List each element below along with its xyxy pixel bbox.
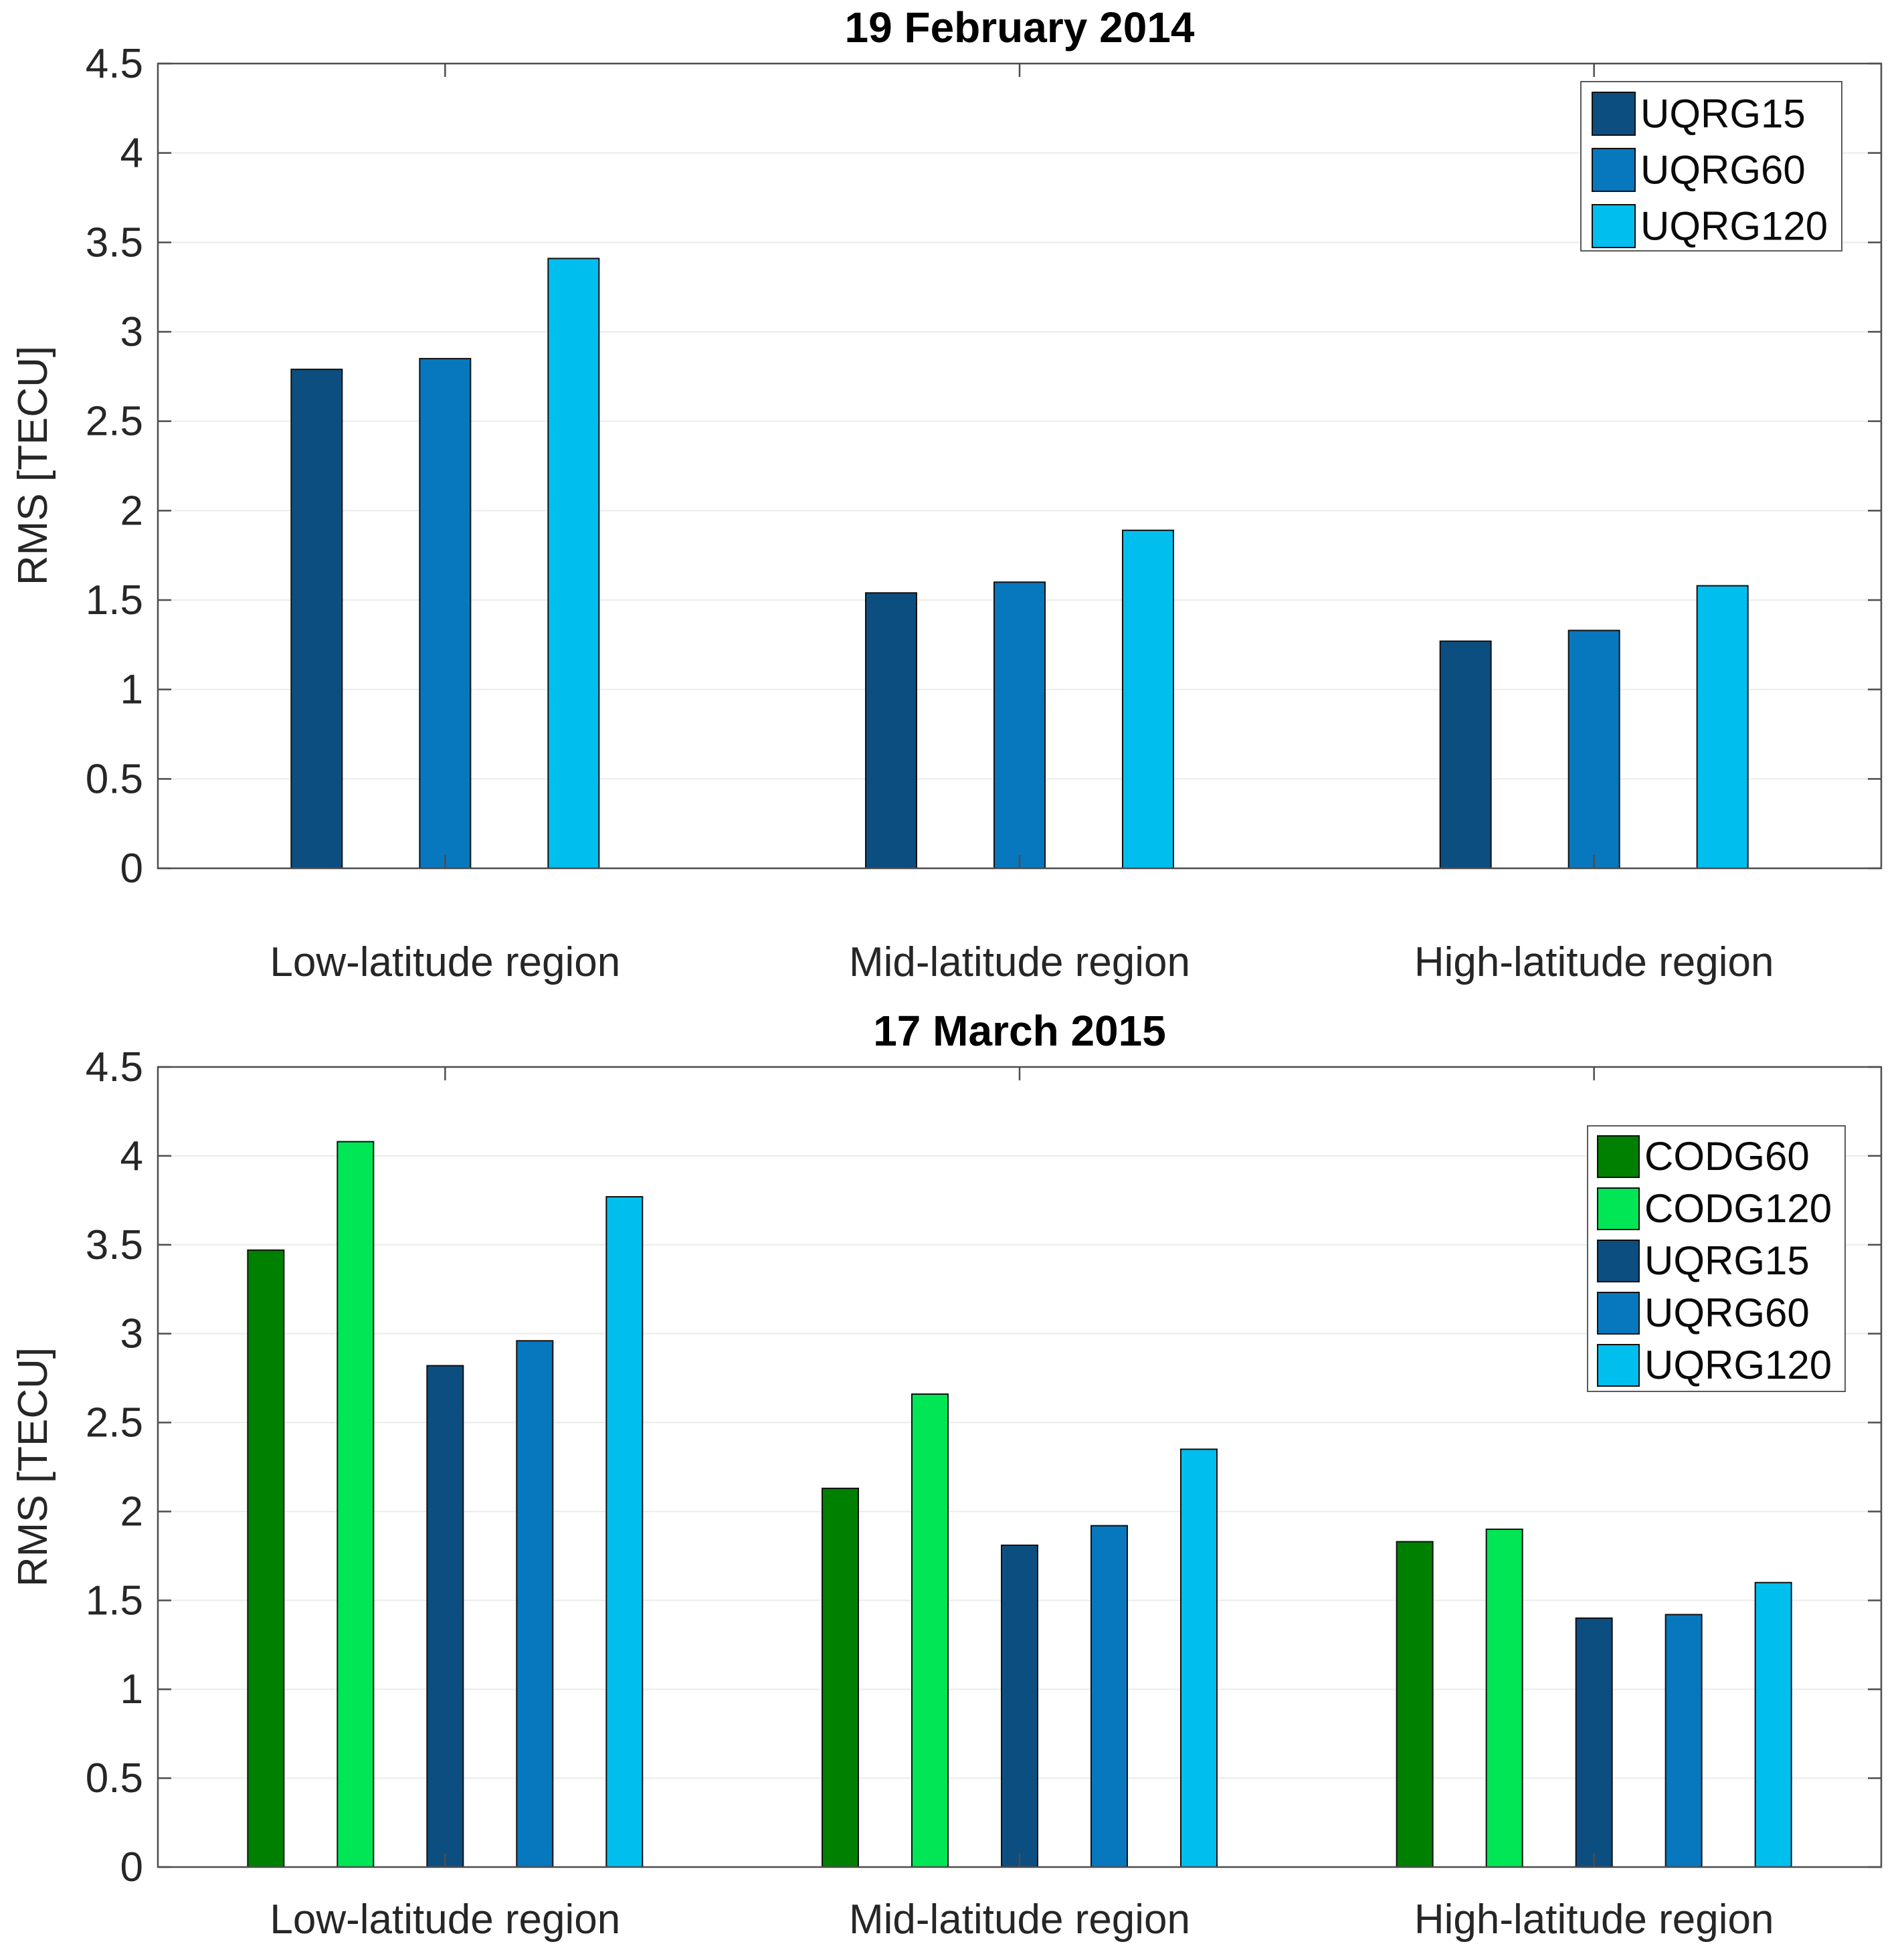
bar-UQRG120-2 <box>1180 1448 1218 1868</box>
bar-UQRG120-3 <box>1696 585 1749 869</box>
y-tick-label: 3 <box>120 1311 143 1357</box>
chart2-y-axis-label: RMS [TECU] <box>10 1347 56 1587</box>
bar-CODG60-3 <box>1396 1541 1434 1868</box>
chart2-title: 17 March 2015 <box>873 1007 1166 1055</box>
legend-swatch-UQRG60 <box>1597 1292 1640 1335</box>
legend-label-UQRG120: UQRG120 <box>1640 203 1828 248</box>
y-tick-label: 3.5 <box>86 1222 143 1268</box>
y-tick-label: 4 <box>120 1133 143 1179</box>
y-tick-label: 4 <box>120 130 143 177</box>
y-tick-label: 0 <box>120 846 143 892</box>
bar-UQRG15-3 <box>1575 1617 1613 1868</box>
bar-UQRG15-3 <box>1439 640 1492 870</box>
y-tick-label: 1.5 <box>86 1577 143 1624</box>
bar-UQRG60-2 <box>1090 1525 1128 1868</box>
bar-UQRG120-3 <box>1754 1581 1792 1868</box>
bar-UQRG120-1 <box>605 1196 644 1868</box>
bar-UQRG15-2 <box>865 592 917 869</box>
bar-UQRG120-1 <box>547 258 600 870</box>
y-tick-label: 2 <box>120 1488 143 1535</box>
y-tick-label: 3 <box>120 309 143 355</box>
y-tick-label: 0.5 <box>86 756 143 802</box>
legend-label-CODG60: CODG60 <box>1644 1134 1810 1179</box>
bar-UQRG120-2 <box>1122 529 1174 869</box>
bar-CODG120-3 <box>1485 1529 1523 1868</box>
legend-label-UQRG60: UQRG60 <box>1640 147 1806 192</box>
legend-swatch-UQRG60 <box>1592 148 1636 192</box>
y-tick-label: 1 <box>120 667 143 713</box>
legend-swatch-UQRG120 <box>1592 204 1636 248</box>
y-tick-label: 1.5 <box>86 577 143 623</box>
bar-UQRG60-1 <box>419 358 472 869</box>
category-label: Low-latitude region <box>270 1896 620 1943</box>
category-label: Mid-latitude region <box>849 1896 1190 1943</box>
bar-CODG60-1 <box>247 1249 285 1868</box>
y-tick-label: 2.5 <box>86 1400 143 1446</box>
y-tick-label: 2.5 <box>86 399 143 445</box>
y-tick-label: 2 <box>120 488 143 534</box>
bar-UQRG15-1 <box>426 1365 464 1868</box>
y-tick-label: 0 <box>120 1844 143 1890</box>
y-tick-label: 4.5 <box>86 41 143 87</box>
y-tick-label: 4.5 <box>86 1044 143 1090</box>
legend-label-UQRG15: UQRG15 <box>1644 1238 1810 1283</box>
legend-label-CODG120: CODG120 <box>1644 1186 1832 1231</box>
category-label: High-latitude region <box>1414 939 1774 985</box>
bar-UQRG60-3 <box>1567 629 1620 869</box>
bar-CODG120-2 <box>911 1393 949 1868</box>
legend-swatch-CODG120 <box>1597 1187 1640 1230</box>
legend-swatch-UQRG15 <box>1592 92 1636 136</box>
y-tick-label: 0.5 <box>86 1755 143 1801</box>
y-tick-label: 3.5 <box>86 219 143 266</box>
category-label: High-latitude region <box>1414 1896 1774 1943</box>
legend-label-UQRG120: UQRG120 <box>1644 1343 1832 1387</box>
bar-CODG120-1 <box>337 1141 375 1868</box>
chart1-title: 19 February 2014 <box>845 3 1195 52</box>
chart1-y-axis-label: RMS [TECU] <box>10 346 56 585</box>
legend-swatch-CODG60 <box>1597 1135 1640 1178</box>
category-label: Low-latitude region <box>270 939 620 985</box>
bar-UQRG60-3 <box>1664 1614 1703 1868</box>
bar-UQRG60-2 <box>993 581 1046 869</box>
bar-CODG60-2 <box>822 1487 859 1868</box>
legend-swatch-UQRG15 <box>1597 1240 1640 1282</box>
legend-label-UQRG15: UQRG15 <box>1640 91 1806 136</box>
legend-label-UQRG60: UQRG60 <box>1644 1290 1810 1335</box>
legend-swatch-UQRG120 <box>1597 1344 1640 1387</box>
bar-UQRG15-2 <box>1001 1544 1038 1868</box>
y-tick-label: 1 <box>120 1666 143 1713</box>
bar-UQRG15-1 <box>290 369 343 869</box>
category-label: Mid-latitude region <box>849 939 1190 985</box>
bar-UQRG60-1 <box>516 1340 554 1868</box>
